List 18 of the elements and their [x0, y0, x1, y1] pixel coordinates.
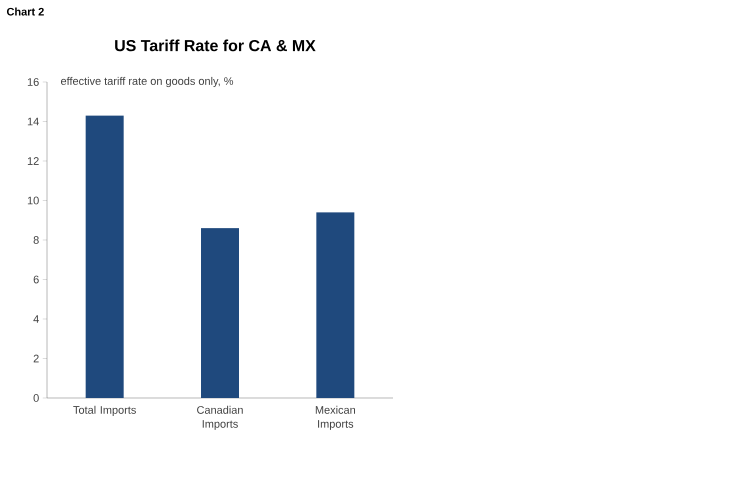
bar [201, 228, 240, 398]
y-tick-label: 12 [28, 157, 39, 165]
y-tick-label: 14 [28, 118, 39, 126]
y-tick-label: 2 [34, 354, 39, 362]
y-axis-title: effective tariff rate on goods only, % [60, 76, 234, 88]
x-tick-label: Canadian Imports [197, 406, 243, 430]
y-tick-label: 6 [34, 276, 39, 284]
y-tick-label: 10 [28, 196, 39, 204]
y-tick-label: 8 [34, 236, 39, 244]
y-tick-label: 0 [34, 394, 39, 402]
y-tick-label: 16 [28, 78, 39, 86]
chart-title: US Tariff Rate for CA & MX [115, 40, 316, 52]
caption: Chart 2 [6, 8, 44, 16]
bar [86, 116, 124, 398]
x-tick-label: Total Imports [73, 406, 136, 416]
bar [316, 212, 354, 398]
y-tick-label: 4 [33, 315, 39, 323]
x-tick-label: Mexican Imports [316, 406, 356, 430]
